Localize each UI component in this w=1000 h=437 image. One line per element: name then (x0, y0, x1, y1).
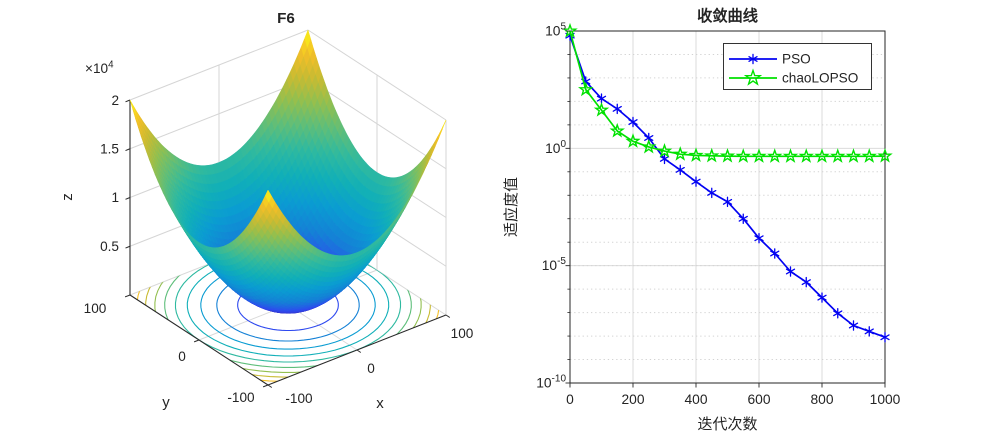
pso-marker (738, 213, 748, 224)
z-axis-label: z (59, 193, 76, 201)
z-tick-label: 0.5 (100, 239, 119, 254)
z-axis-multiplier: ×104 (85, 60, 114, 77)
y-tick-label: 0 (178, 349, 186, 364)
pso-marker (817, 292, 827, 303)
pso-marker (833, 308, 843, 319)
pso-marker (691, 176, 701, 187)
pso-marker (848, 320, 859, 331)
x-tick-label: 800 (810, 392, 833, 407)
pso-marker (770, 248, 780, 259)
chaolopso-marker (830, 148, 846, 163)
z-tick (125, 197, 131, 200)
pso-marker (596, 93, 607, 104)
pso-marker (754, 232, 764, 244)
chaolopso-marker (751, 148, 767, 163)
chaolopso-marker (672, 146, 688, 161)
chaolopso-marker (593, 101, 610, 117)
chaolopso-marker (877, 147, 893, 163)
chaolopso-marker (704, 147, 720, 163)
pso-marker (612, 103, 622, 115)
legend-entry-chaolopso: chaoLOPSO (782, 71, 858, 86)
x-tick-label: 200 (621, 392, 644, 407)
z-tick-label: 2 (111, 93, 119, 108)
y-tick-label: -100 (227, 390, 255, 405)
pso-marker (864, 326, 874, 337)
chaolopso-marker (688, 147, 704, 162)
chaolopso-marker (767, 148, 783, 163)
z-multiplier-base: ×10 (85, 61, 108, 76)
y-tick-label: 105 (545, 22, 566, 39)
right-plot-title: 收敛曲线 (697, 7, 758, 25)
y-axis-label: y (162, 394, 170, 411)
y-tick (262, 384, 269, 388)
data-series (562, 22, 893, 343)
y-tick-label: 100 (545, 139, 566, 156)
x-tick (356, 349, 362, 353)
chaolopso-marker (861, 148, 877, 163)
chaolopso-line (569, 30, 886, 158)
x-tick-label: 100 (451, 326, 474, 341)
pso-marker (659, 153, 670, 165)
x-tick-label: 400 (684, 392, 707, 407)
pso-marker (785, 266, 796, 277)
chaolopso-marker (814, 148, 830, 163)
y-tick (193, 339, 200, 343)
y-tick-labels: 105 100 10-5 10-10 (536, 22, 566, 391)
x-axis-label: 迭代次数 (697, 416, 757, 433)
pso-marker (880, 331, 890, 343)
y-tick-label: 10-5 (542, 256, 567, 273)
x-tick (445, 314, 451, 318)
chaolopso-marker (719, 147, 736, 163)
pso-marker (801, 276, 811, 288)
tick-marks (565, 30, 886, 388)
axes-lines-ticks (124, 99, 451, 388)
legend-box (723, 43, 872, 90)
pso-marker (722, 196, 733, 208)
surface-plot-f6: F6 ×104 2 1.5 1 0.5 100 0 -100 -100 0 10… (59, 10, 474, 412)
chaolopso-marker (625, 133, 641, 148)
x-tick-label: 0 (367, 361, 375, 376)
pso-marker (628, 116, 638, 128)
chaolopso-marker (562, 22, 578, 38)
x-tick-label: 600 (747, 392, 770, 407)
left-plot-title: F6 (277, 10, 295, 27)
z-multiplier-exponent: 4 (108, 60, 114, 71)
chaolopso-marker (641, 138, 657, 154)
chaolopso-marker (735, 148, 751, 163)
legend-entry-pso: PSO (782, 52, 811, 67)
pso-marker (675, 164, 685, 176)
z-tick (125, 245, 131, 249)
chaolopso-marker (656, 143, 673, 158)
convergence-plot: 105 100 10-5 10-10 收敛曲线 0 200 400 600 800 1… (502, 7, 901, 433)
z-tick (125, 148, 131, 152)
x-tick-label: 0 (566, 392, 574, 407)
plot-box (569, 30, 886, 384)
z-tick (125, 99, 131, 103)
legend: PSO chaoLOPSO (723, 43, 872, 90)
x-tick-label: -100 (285, 391, 313, 406)
x-tick-label: 1000 (870, 392, 901, 407)
z-tick-label: 1.5 (100, 142, 119, 157)
y-tick-label: 100 (84, 301, 107, 316)
chaolopso-marker (782, 148, 799, 163)
pso-marker (707, 187, 717, 199)
z-tick-label: 1 (111, 190, 119, 205)
chaolopso-marker (845, 148, 862, 163)
y-tick-label: 10-10 (536, 374, 566, 391)
chaolopso-marker (578, 81, 594, 97)
pso-marker (748, 53, 758, 65)
x-axis-label: x (376, 395, 384, 412)
chaolopso-marker (798, 148, 814, 163)
y-tick (124, 294, 131, 298)
y-axis-label: 适应度值 (502, 177, 520, 237)
surface-mesh (129, 29, 447, 314)
chaolopso-marker (609, 122, 625, 138)
legend-samples (729, 53, 777, 86)
chaolopso-marker (743, 68, 763, 86)
x-tick (267, 384, 273, 388)
